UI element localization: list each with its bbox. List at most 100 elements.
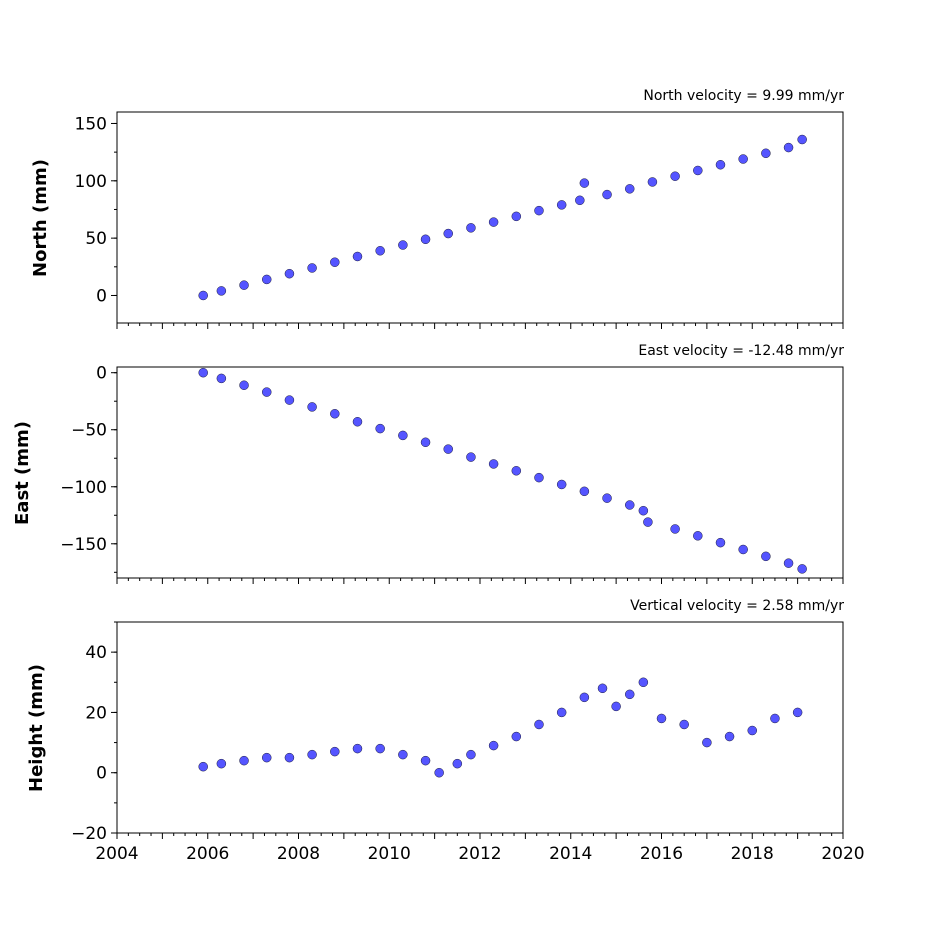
height-data-point — [611, 701, 621, 712]
east-data-point — [198, 367, 208, 378]
height-data-point — [420, 755, 431, 766]
north-ytick-label: 0 — [96, 286, 107, 306]
height-data-point — [556, 707, 567, 718]
north-data-point — [420, 234, 431, 245]
east-data-point — [556, 479, 567, 490]
height-data-point — [679, 719, 689, 730]
height-data-point — [534, 719, 544, 730]
east-panel: East velocity = -12.48 mm/yr East (mm) 0… — [12, 343, 844, 584]
north-data-point — [307, 263, 317, 273]
east-data-point — [693, 531, 703, 541]
north-panel-title: North velocity = 9.99 mm/yr — [643, 88, 844, 104]
north-data-point — [216, 286, 227, 296]
height-ytick-label: −20 — [71, 824, 107, 844]
east-data-point — [738, 544, 748, 555]
north-data-point — [579, 178, 590, 188]
east-data-point — [602, 493, 612, 503]
north-data-point — [693, 165, 703, 176]
east-panel-title: East velocity = -12.48 mm/yr — [638, 343, 844, 359]
north-data-point — [738, 154, 748, 164]
east-data-point — [797, 564, 807, 574]
north-data-point — [647, 177, 658, 187]
north-data-point — [783, 142, 794, 153]
east-data-point — [624, 500, 635, 510]
east-data-point — [670, 524, 680, 534]
height-data-point — [330, 746, 340, 757]
height-data-point — [488, 740, 499, 751]
east-data-point — [307, 402, 317, 412]
east-data-point — [443, 444, 453, 454]
height-data-point — [511, 731, 522, 742]
height-data-point — [307, 749, 317, 760]
height-ytick-label: 20 — [85, 703, 107, 723]
height-data-point — [398, 749, 408, 760]
north-data-point — [556, 200, 567, 210]
height-y-axis-label: Height (mm) — [26, 664, 47, 792]
xtick-label: 2006 — [186, 844, 229, 864]
height-data-point — [702, 737, 712, 748]
north-data-point — [488, 217, 499, 227]
height-data-point — [434, 767, 444, 778]
north-data-point — [466, 223, 476, 233]
east-data-point — [579, 486, 590, 497]
east-data-point — [534, 472, 544, 483]
height-data-point — [216, 758, 227, 769]
xtick-label: 2008 — [277, 844, 320, 864]
east-data-point — [511, 466, 522, 476]
east-data-point — [783, 558, 794, 568]
height-data-point — [375, 743, 385, 754]
east-data-point — [284, 395, 295, 405]
east-data-point — [715, 537, 726, 548]
height-data-point — [597, 683, 608, 694]
height-ytick-label: 40 — [85, 643, 107, 663]
north-data-point — [352, 251, 363, 262]
north-data-point — [602, 189, 612, 200]
height-data-point — [352, 743, 363, 754]
north-data-point — [624, 184, 635, 194]
height-data-point — [656, 713, 667, 724]
east-data-point — [466, 452, 476, 462]
height-panel-title: Vertical velocity = 2.58 mm/yr — [630, 598, 844, 614]
east-data-point — [643, 517, 653, 527]
north-ytick-label: 150 — [75, 114, 107, 134]
height-ytick-label: 0 — [96, 764, 107, 784]
height-data-point — [466, 749, 476, 760]
east-data-point — [638, 505, 649, 516]
north-y-axis-label: North (mm) — [30, 159, 51, 277]
height-data-point — [724, 731, 735, 742]
north-data-point — [330, 257, 340, 267]
east-data-point — [375, 423, 385, 434]
east-ytick-label: −150 — [60, 535, 107, 555]
east-data-point — [216, 373, 227, 384]
east-data-point — [398, 430, 408, 441]
height-data-point — [198, 761, 208, 772]
north-panel: North velocity = 9.99 mm/yr North (mm) 0… — [30, 88, 844, 329]
xtick-label: 2010 — [368, 844, 411, 864]
east-data-point — [261, 387, 272, 397]
east-data-point — [488, 459, 499, 469]
north-data-point — [284, 268, 295, 279]
north-data-point — [239, 280, 249, 290]
xtick-label: 2004 — [95, 844, 138, 864]
xtick-label: 2018 — [731, 844, 774, 864]
height-data-point — [579, 692, 590, 703]
xtick-label: 2014 — [549, 844, 592, 864]
north-data-point — [198, 290, 208, 301]
east-data-point — [420, 437, 431, 448]
north-data-point — [261, 274, 272, 285]
east-data-point — [330, 409, 340, 419]
north-data-point — [511, 211, 522, 222]
east-ytick-label: −100 — [60, 478, 107, 498]
north-data-point — [797, 134, 807, 145]
north-data-point — [443, 228, 453, 239]
height-data-point — [284, 752, 295, 763]
height-axes-frame — [116, 621, 844, 834]
east-data-point — [352, 416, 363, 427]
north-data-point — [761, 148, 771, 159]
height-panel: Vertical velocity = 2.58 mm/yr Height (m… — [26, 598, 865, 864]
height-data-point — [624, 689, 635, 700]
height-data-point — [452, 758, 463, 769]
north-data-point — [575, 195, 585, 206]
east-axes-frame — [116, 366, 844, 579]
